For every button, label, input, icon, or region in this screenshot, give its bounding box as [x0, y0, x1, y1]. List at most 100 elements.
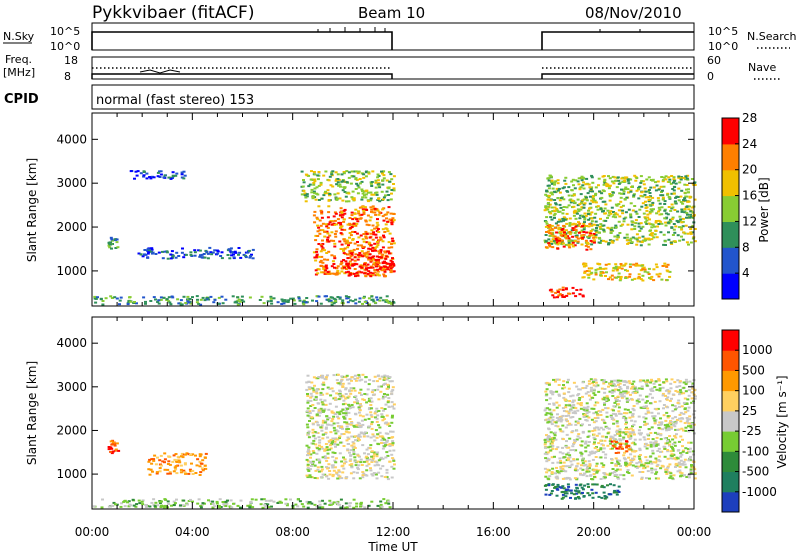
- velocity-cell: [333, 374, 336, 376]
- velocity-cell: [614, 389, 617, 391]
- velocity-cell: [580, 445, 583, 447]
- velocity-cell: [544, 447, 547, 449]
- velocity-cell: [629, 453, 632, 455]
- velocity-cell: [582, 462, 585, 464]
- power-cell: [349, 261, 352, 263]
- power-cell: [93, 296, 96, 298]
- velocity-cell: [359, 506, 362, 508]
- velocity-cell: [329, 502, 332, 504]
- freq-label: Freq.: [5, 53, 32, 66]
- velocity-cell: [594, 394, 597, 396]
- power-cell: [653, 226, 656, 228]
- velocity-cell: [393, 408, 396, 410]
- power-cell: [364, 275, 367, 277]
- power-cell: [209, 296, 212, 298]
- power-cell: [643, 213, 646, 215]
- velocity-cell: [572, 458, 575, 460]
- power-cell: [645, 196, 648, 198]
- power-cell: [368, 257, 371, 259]
- velocity-cell: [638, 461, 641, 463]
- velocity-cell: [604, 407, 607, 409]
- power-cell: [655, 220, 658, 222]
- velocity-cell: [594, 447, 597, 449]
- velocity-cell: [582, 496, 585, 498]
- power-cell: [382, 240, 385, 242]
- power-cell: [667, 264, 670, 266]
- power-cell: [361, 255, 364, 257]
- power-cell: [393, 270, 396, 272]
- power-cell: [585, 249, 588, 251]
- power-cell: [390, 246, 393, 248]
- velocity-cell: [384, 444, 387, 446]
- velocity-cell: [585, 471, 588, 473]
- velocity-cell: [552, 483, 555, 485]
- velocity-cell: [593, 434, 596, 436]
- power-cell: [631, 241, 634, 243]
- power-cell: [363, 272, 366, 274]
- power-cell: [362, 210, 365, 212]
- power-cell: [583, 207, 586, 209]
- power-cell: [663, 217, 666, 219]
- velocity-cell: [657, 433, 660, 435]
- velocity-cell: [376, 455, 379, 457]
- power-cell: [328, 193, 331, 195]
- velocity-cell: [357, 374, 360, 376]
- power-cell: [378, 200, 381, 202]
- velocity-cell: [647, 412, 650, 414]
- velocity-cell: [627, 445, 630, 447]
- velocity-cell: [611, 395, 614, 397]
- power-cell: [641, 226, 644, 228]
- power-cell: [649, 187, 652, 189]
- power-cell: [557, 291, 560, 293]
- velocity-cell: [376, 477, 379, 479]
- velocity-cell: [555, 448, 558, 450]
- velocity-cell: [369, 469, 372, 471]
- power-cell: [101, 304, 104, 306]
- velocity-cell: [688, 407, 691, 409]
- velocity-cell: [343, 462, 346, 464]
- velocity-cell: [684, 408, 687, 410]
- velocity-cell: [670, 455, 673, 457]
- velocity-cell: [636, 400, 639, 402]
- velocity-cell: [343, 418, 346, 420]
- power-cell: [201, 256, 204, 258]
- power-cell: [554, 213, 557, 215]
- power-cell: [388, 181, 391, 183]
- power-cell: [612, 270, 615, 272]
- power-cell: [388, 241, 391, 243]
- power-cell: [146, 177, 149, 179]
- velocity-cell: [642, 380, 645, 382]
- power-cell: [585, 197, 588, 199]
- power-cell: [118, 303, 121, 305]
- power-cell: [687, 233, 690, 235]
- velocity-cell: [561, 468, 564, 470]
- velocity-cell: [615, 415, 618, 417]
- power-cell: [641, 241, 644, 243]
- velocity-cell: [588, 460, 591, 462]
- power-cell: [626, 243, 629, 245]
- velocity-cell: [240, 500, 243, 502]
- power-cell: [612, 182, 615, 184]
- power-region-3: [138, 247, 255, 260]
- power-cell: [620, 263, 623, 265]
- velocity-cell: [386, 394, 389, 396]
- power-cell: [569, 218, 572, 220]
- power-cell: [154, 253, 157, 255]
- velocity-cell: [629, 382, 632, 384]
- power-cell: [227, 254, 230, 256]
- power-cell: [568, 199, 571, 201]
- velocity-cell: [624, 423, 627, 425]
- velocity-cell: [678, 418, 681, 420]
- velocity-cell: [167, 500, 170, 502]
- power-cell: [686, 214, 689, 216]
- power-cell: [321, 217, 324, 219]
- power-cell: [305, 174, 308, 176]
- velocity-cell: [199, 474, 202, 476]
- power-cell: [559, 293, 562, 295]
- power-cell: [591, 220, 594, 222]
- velocity-cell: [310, 465, 313, 467]
- power-cell: [270, 303, 273, 305]
- velocity-cell: [345, 393, 348, 395]
- power-cell: [643, 183, 646, 185]
- velocity-cell: [550, 392, 553, 394]
